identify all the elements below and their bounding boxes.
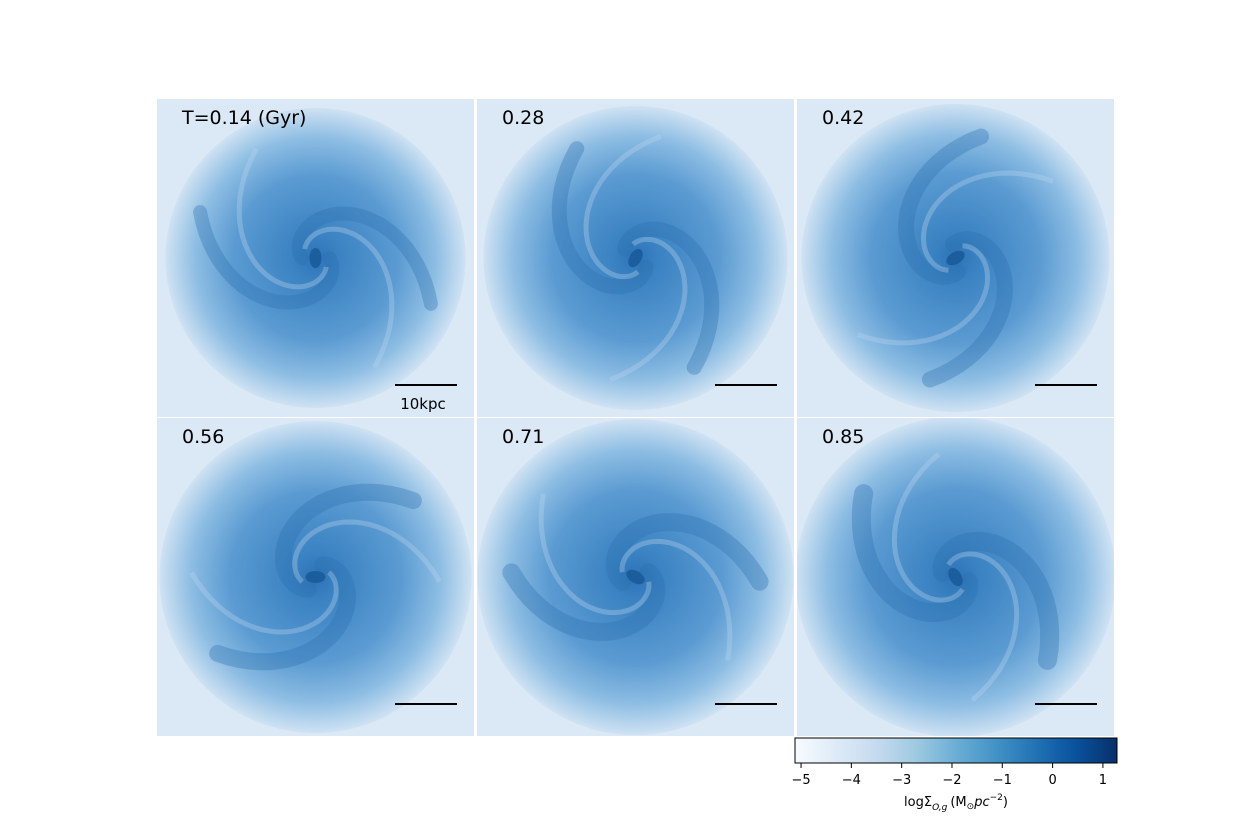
spiral-arm — [209, 556, 357, 671]
core — [626, 569, 645, 585]
panel: T=0.14 (Gyr) 10kpc — [157, 99, 474, 417]
label-part: pc — [973, 795, 989, 810]
spiral-arm — [932, 531, 1060, 670]
spiral-arm — [851, 484, 979, 623]
colorbar-tick-label: 0 — [1048, 773, 1056, 788]
scale-bar-label: 10kpc — [400, 395, 446, 413]
spiral-arm — [898, 128, 990, 285]
colorbar-tick-label: −4 — [842, 773, 861, 788]
inter-arm — [302, 226, 395, 369]
galaxy-image — [477, 99, 794, 417]
inter-arm — [891, 452, 965, 603]
panel-label: 0.42 — [822, 107, 864, 129]
colorbar-tick-label: −5 — [791, 773, 810, 788]
core — [948, 567, 963, 587]
inter-arm — [920, 170, 1054, 273]
core — [628, 248, 643, 268]
panel-label: 0.28 — [502, 107, 544, 129]
panel-grid: T=0.14 (Gyr) 10kpc 0.28 0.42 0.56 0.71 0.85 — [157, 99, 1114, 736]
core — [946, 250, 965, 266]
inter-arm — [609, 236, 688, 382]
colorbar-gradient — [794, 737, 1118, 764]
colorbar-tick-label: 1 — [1099, 773, 1107, 788]
label-part: ) — [1003, 795, 1008, 810]
panel-label: 0.85 — [822, 426, 864, 448]
colorbar-tick-label: −3 — [892, 773, 911, 788]
spiral-arm — [291, 206, 438, 311]
core — [305, 571, 326, 583]
inter-arm — [236, 147, 329, 290]
panel-label: 0.56 — [182, 426, 224, 448]
inter-arm — [857, 243, 991, 346]
galaxy-image — [797, 99, 1114, 417]
colorbar-tick-label: −1 — [993, 773, 1012, 788]
label-sub: O,g — [932, 803, 948, 813]
panel: 0.42 — [797, 99, 1114, 417]
inter-arm — [946, 551, 1020, 702]
colorbar-tick-label: −2 — [942, 773, 961, 788]
spiral-arm — [274, 483, 422, 598]
inter-arm — [583, 134, 662, 280]
spiral-arm — [551, 141, 654, 295]
galaxy-image — [157, 418, 474, 736]
panel-label: T=0.14 (Gyr) — [181, 107, 306, 129]
label-sub: ⊙ — [967, 802, 975, 812]
colorbar-label: logΣO,g (M⊙pc−2) — [904, 793, 1008, 813]
core — [309, 248, 322, 268]
label-sup: −2 — [990, 793, 1003, 803]
label-part: logΣ — [904, 795, 932, 810]
galaxy-image — [477, 418, 794, 736]
inter-arm — [619, 538, 733, 661]
inter-arm — [538, 493, 652, 616]
panel: 0.71 — [477, 418, 794, 736]
spiral-arm — [605, 513, 769, 591]
spiral-arm — [193, 205, 340, 310]
inter-arm — [189, 570, 339, 635]
label-part: (M — [950, 795, 966, 810]
galaxy-image — [797, 418, 1114, 736]
panel: 0.28 — [477, 99, 794, 417]
spiral-arm — [502, 563, 666, 641]
spiral-arm — [617, 221, 720, 375]
inter-arm — [292, 519, 442, 584]
spiral-arm — [921, 231, 1013, 388]
galaxy-image — [157, 99, 474, 417]
panel-label: 0.71 — [502, 426, 544, 448]
panel: 0.85 — [797, 418, 1114, 736]
panel: 0.56 — [157, 418, 474, 736]
colorbar: logΣO,g (M⊙pc−2) −5 −4 −3 −2 −1 0 1 — [791, 737, 1118, 813]
